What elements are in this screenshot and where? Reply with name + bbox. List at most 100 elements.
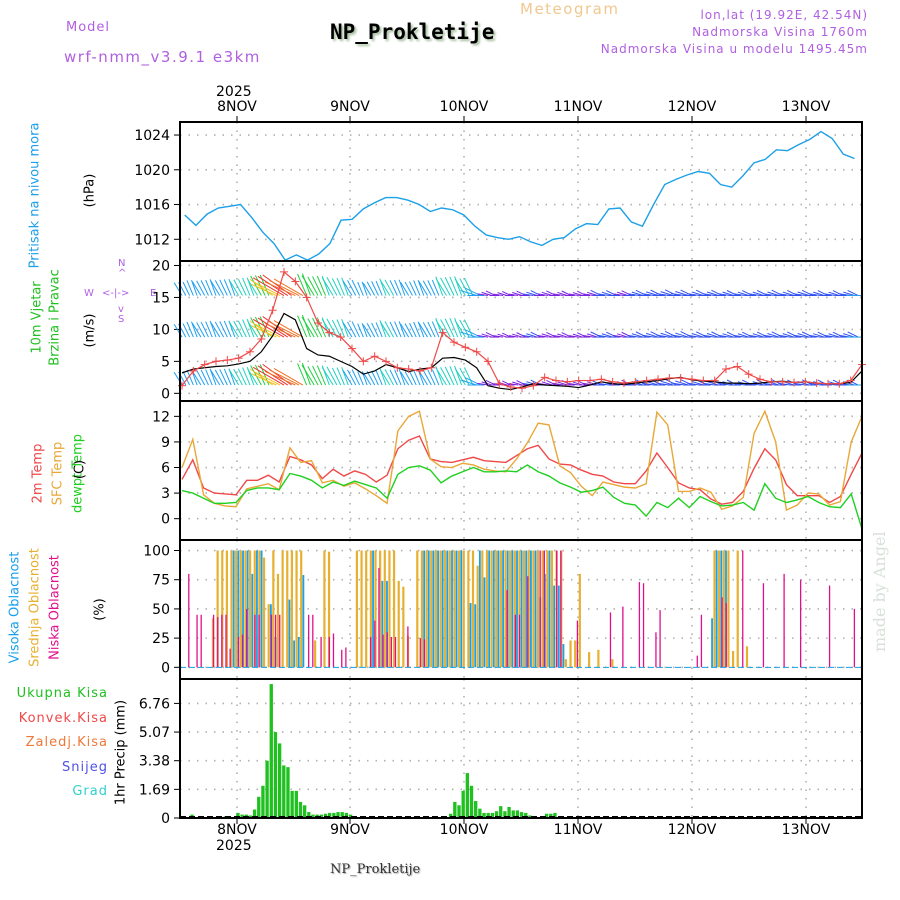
wind-arrow [546, 290, 557, 296]
wind-arrow [440, 277, 451, 296]
wind-arrow [361, 323, 368, 338]
wind-arrow [808, 334, 821, 338]
wind-arrow [530, 290, 542, 296]
wind-arrow [627, 334, 640, 338]
top-day-label: 11NOV [553, 99, 603, 115]
compass-arrow-s: v [118, 304, 124, 315]
temp-ytick-label: 3 [161, 486, 170, 502]
wind-arrow [431, 369, 440, 386]
cloud-high-bar [557, 585, 560, 668]
wind-arrow [778, 382, 791, 386]
wind-arrow [463, 319, 474, 338]
wind-arrow [832, 290, 844, 296]
bottom-day-label: 10NOV [439, 822, 489, 838]
wind-arrow [210, 280, 221, 296]
cloud-low-bar [407, 626, 409, 668]
wind-arrow [273, 368, 304, 386]
wind-arrow [687, 334, 700, 338]
wind-arrow [427, 369, 436, 386]
wind-arrow [440, 367, 451, 386]
wind-arrow [297, 315, 308, 338]
cloud-mid-bar [239, 550, 242, 668]
wind-arrow [214, 321, 224, 338]
wind-arrow [606, 331, 617, 338]
wind-arrow [718, 334, 730, 338]
cloud-mid-bar [235, 550, 238, 668]
wind-arrow [508, 293, 519, 297]
cloud-ytick-label: 50 [152, 602, 170, 618]
cloud-mid-bar [453, 550, 456, 668]
wind-arrow [250, 317, 262, 338]
wind-arrow [463, 367, 474, 386]
wind-arrow [485, 331, 496, 338]
cloud-mid-bar [718, 550, 721, 668]
pressure-ytick-label: 1024 [134, 128, 170, 144]
wind-arrow [691, 380, 704, 386]
wind-arrow [590, 289, 602, 296]
wind-arrow [182, 323, 191, 338]
cloud-mid-bar [536, 550, 540, 668]
wind-arrow [477, 382, 489, 386]
wind-arrow [316, 275, 327, 296]
bottom-day-label: 9NOV [330, 822, 370, 838]
wind-arrow [541, 381, 553, 386]
chart-title: NP_Prokletije [330, 20, 495, 44]
wind-arrow [460, 379, 477, 386]
wind-arrow [422, 370, 432, 386]
wind-arrow [307, 318, 319, 338]
cloud-mid-bar [425, 550, 428, 668]
cloud-low-bar [312, 614, 314, 668]
precip-bar [499, 806, 503, 818]
wind-arrow [196, 280, 206, 296]
wind-arrow [417, 321, 425, 338]
wind-arrow [389, 369, 398, 386]
cloud-mid-bar [439, 550, 442, 668]
wind-arrow [400, 371, 410, 386]
wind-arrow [797, 291, 810, 296]
cloud-high-bar [451, 550, 453, 668]
cloud-low-bar [721, 597, 723, 668]
cloud-mid-bar [722, 550, 725, 668]
cloud-mid-bar [462, 550, 465, 668]
wind-arrow [301, 364, 315, 386]
wind-arrow [843, 333, 855, 338]
wind-arrow [435, 278, 447, 296]
cloud-high-bar [251, 573, 254, 668]
wind-arrow [379, 369, 391, 386]
wind-arrow [522, 334, 534, 338]
wind-arrow [522, 293, 534, 297]
wind-arrow [817, 331, 829, 338]
cloud-mid-bar [300, 550, 303, 668]
wind-arrow [264, 370, 296, 386]
wind-arrow [691, 291, 704, 296]
wind-arrow [210, 322, 221, 338]
wind-arrow [680, 289, 693, 296]
cloud-mid-bar [513, 550, 516, 668]
wind-arrow [249, 368, 273, 386]
cloud-mid-bar [262, 557, 266, 668]
wind-arrow [331, 319, 342, 338]
wind-ytick-label: 0 [161, 386, 170, 402]
cloud-high-bar [492, 550, 495, 668]
wind-arrow [813, 333, 825, 338]
cloud-low-bar [659, 610, 661, 668]
cloud-mid-bar [402, 586, 405, 668]
cloud-high-bar [242, 550, 244, 668]
cloud-mid-bar [258, 550, 261, 668]
wind-arrow [191, 321, 198, 338]
precip-bar [319, 814, 324, 818]
wind-arrow [242, 277, 251, 296]
wind-arrow [537, 334, 549, 338]
cloud-mid-bar [327, 551, 331, 668]
wind-arrow [813, 291, 825, 296]
wind-arrow [422, 280, 432, 296]
cloud-high-bar [232, 550, 235, 668]
cloud-high-bar [534, 550, 537, 668]
wind-arrow [767, 291, 780, 296]
wind-arrow [249, 278, 273, 296]
wind-arrow [748, 334, 761, 338]
cloud-low-bar [212, 614, 215, 668]
cloud-low-bar [638, 582, 641, 668]
wind-arrow [650, 331, 662, 338]
precip-bar [286, 767, 290, 818]
